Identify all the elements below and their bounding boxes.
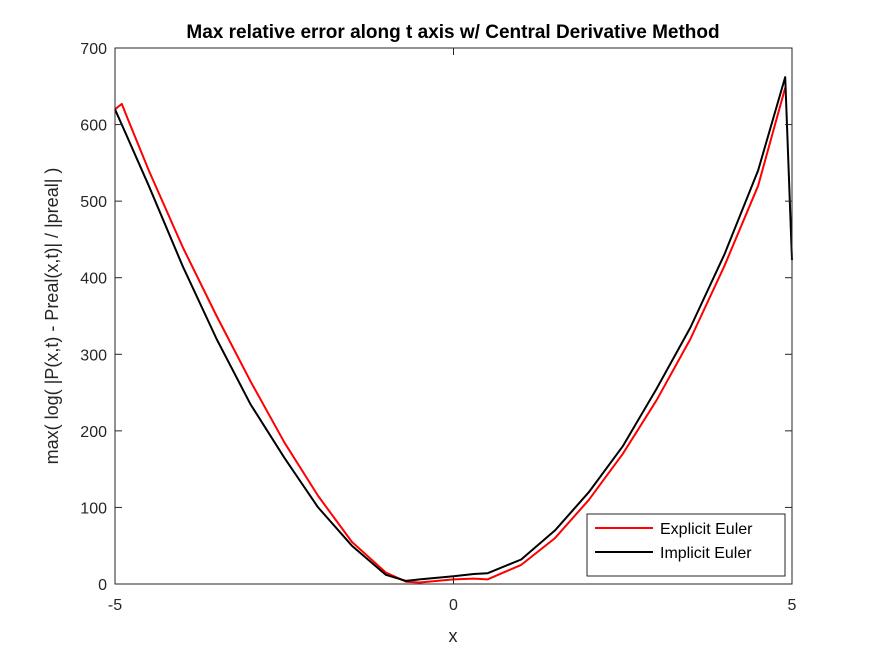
y-axis-title: max( log( |P(x,t) - Preal(x,t)| / |preal… <box>42 168 62 465</box>
x-tick-label: 0 <box>449 597 458 614</box>
legend-label-implicit-euler: Implicit Euler <box>660 545 752 562</box>
y-tick-label: 200 <box>80 424 107 441</box>
legend: Explicit Euler Implicit Euler <box>586 513 786 577</box>
y-tick-label: 100 <box>80 500 107 517</box>
x-axis-title: x <box>449 626 458 646</box>
x-tick-label: -5 <box>108 597 122 614</box>
series-line-implicit-euler <box>114 76 793 582</box>
y-tick-label: 300 <box>80 347 107 364</box>
plot-area <box>115 48 792 584</box>
chart-title: Max relative error along t axis w/ Centr… <box>186 22 719 43</box>
series-layer <box>114 76 793 584</box>
y-tick-label: 400 <box>80 271 107 288</box>
legend-label-explicit-euler: Explicit Euler <box>660 521 753 538</box>
y-tick-label: 0 <box>98 577 107 594</box>
y-tick-label: 700 <box>80 41 107 58</box>
x-tick-label: 5 <box>788 597 797 614</box>
legend-box <box>586 513 786 577</box>
series-line-explicit-euler <box>114 87 787 584</box>
y-tick-label: 500 <box>80 194 107 211</box>
y-tick-label: 600 <box>80 118 107 135</box>
